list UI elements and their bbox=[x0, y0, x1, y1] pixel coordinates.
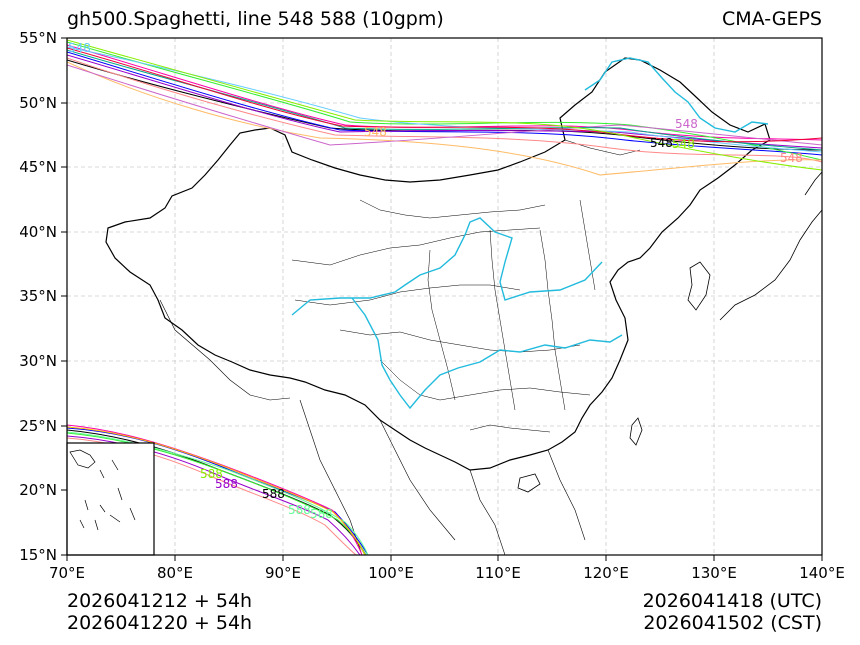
contour-548-line bbox=[67, 64, 822, 146]
contour-548-line bbox=[67, 54, 822, 149]
contour-label-548: 548 bbox=[672, 137, 695, 151]
contour-label-588: 588 bbox=[310, 507, 333, 521]
south-china-sea-inset bbox=[66, 442, 155, 556]
contour-label-548: 548 bbox=[364, 125, 387, 139]
contour-label-548: 548 bbox=[650, 136, 673, 150]
contour-label-588: 588 bbox=[262, 487, 285, 501]
china-border bbox=[105, 57, 771, 471]
inset-frame bbox=[66, 442, 155, 556]
map-frame bbox=[66, 37, 823, 556]
lat-label: 25°N bbox=[19, 417, 57, 435]
valid-time-block: 2026041418 (UTC) 2026041502 (CST) bbox=[643, 590, 822, 634]
yangtze-river bbox=[351, 297, 623, 410]
lat-label: 35°N bbox=[19, 287, 57, 305]
lat-label: 55°N bbox=[19, 29, 57, 47]
lon-label: 120°E bbox=[583, 564, 629, 582]
init-cst: 2026041220 + 54h bbox=[67, 612, 253, 634]
lat-label: 15°N bbox=[19, 546, 57, 564]
contour-548-line bbox=[67, 39, 822, 171]
contour-label-588: 588 bbox=[200, 467, 223, 481]
valid-cst: 2026041502 (CST) bbox=[643, 612, 822, 634]
contour-labels: 548 548 548 548 548 548 588 588 588 588 … bbox=[68, 41, 803, 521]
lon-tick-labels: 70°E 80°E 90°E 100°E 110°E 120°E 130°E 1… bbox=[49, 564, 845, 582]
lat-label: 45°N bbox=[19, 158, 57, 176]
contour-548-line bbox=[67, 41, 822, 161]
lat-tick-labels: 55°N 50°N 45°N 40°N 35°N 30°N 25°N 20°N … bbox=[19, 29, 57, 564]
lat-label: 20°N bbox=[19, 481, 57, 499]
korea-coast bbox=[687, 261, 711, 311]
taiwan-coast bbox=[629, 417, 643, 446]
contour-588-line bbox=[67, 426, 366, 555]
map-title: gh500.Spaghetti, line 548 588 (10gpm) bbox=[67, 8, 444, 30]
contour-label-588: 588 bbox=[288, 503, 311, 517]
inset-coast bbox=[69, 449, 136, 531]
neighbour-borders bbox=[159, 139, 641, 555]
province-borders bbox=[291, 199, 596, 433]
contour-548-line bbox=[67, 49, 822, 151]
lon-label: 90°E bbox=[265, 564, 301, 582]
lon-label: 140°E bbox=[799, 564, 845, 582]
gridlines bbox=[67, 38, 822, 555]
contour-label-588: 588 bbox=[215, 477, 238, 491]
lon-label: 130°E bbox=[691, 564, 737, 582]
amur-river bbox=[584, 57, 769, 133]
contour-label-548: 548 bbox=[675, 117, 698, 131]
lat-label: 50°N bbox=[19, 94, 57, 112]
hainan-coast bbox=[517, 473, 541, 493]
contour-548-line bbox=[67, 47, 822, 143]
contours-548 bbox=[67, 39, 822, 176]
lon-label: 100°E bbox=[368, 564, 414, 582]
valid-utc: 2026041418 (UTC) bbox=[642, 590, 822, 612]
lon-label: 110°E bbox=[475, 564, 521, 582]
lat-label: 40°N bbox=[19, 223, 57, 241]
tick-marks bbox=[61, 37, 823, 561]
lon-label: 70°E bbox=[49, 564, 85, 582]
japan-coast bbox=[719, 171, 822, 321]
yellow-river bbox=[291, 217, 603, 316]
lon-label: 80°E bbox=[157, 564, 193, 582]
init-utc: 2026041212 + 54h bbox=[67, 590, 253, 612]
model-name: CMA-GEPS bbox=[721, 8, 822, 30]
lat-label: 30°N bbox=[19, 352, 57, 370]
contour-548-line bbox=[67, 51, 822, 156]
contour-label-548: 548 bbox=[780, 151, 803, 165]
contour-548-line bbox=[67, 61, 822, 176]
init-time-block: 2026041212 + 54h 2026041220 + 54h bbox=[67, 590, 252, 634]
contour-548-line bbox=[67, 57, 822, 163]
contour-label-548: 548 bbox=[68, 41, 91, 55]
